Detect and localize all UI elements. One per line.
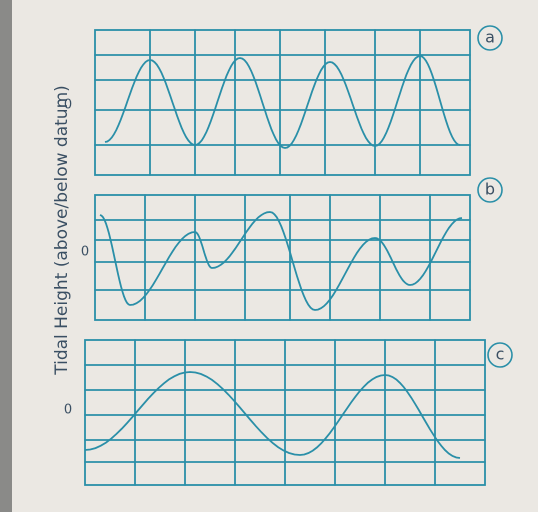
panel-label: b [485, 180, 495, 199]
paper [12, 0, 538, 512]
zero-label: 0 [64, 98, 72, 113]
zero-label: 0 [64, 403, 72, 418]
panel-label: c [496, 345, 505, 364]
zero-label: 0 [81, 245, 89, 260]
panel-label: a [485, 28, 495, 47]
sketch: Tidal Height (above/below datum) a 0 b 0 c 0 [0, 0, 538, 512]
y-axis-label: Tidal Height (above/below datum) [52, 85, 72, 376]
